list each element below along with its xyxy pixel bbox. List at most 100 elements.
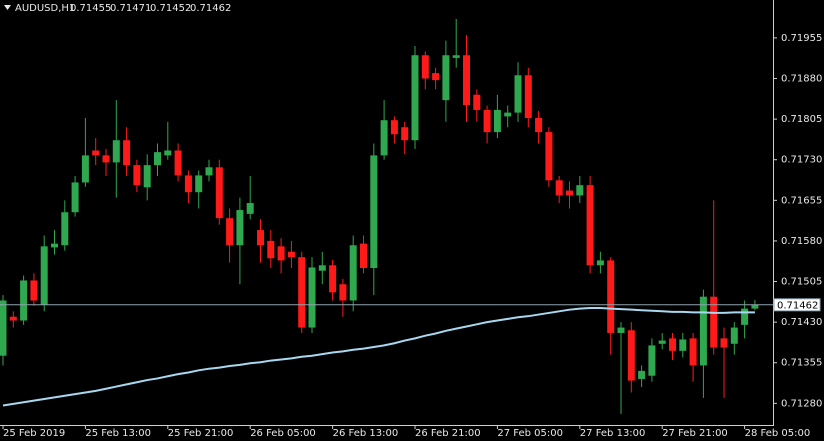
candle-body bbox=[524, 75, 532, 119]
x-tick-label: 27 Feb 13:00 bbox=[580, 428, 646, 439]
candle-body bbox=[555, 180, 563, 196]
y-tick-label: 0.71580 bbox=[781, 236, 822, 247]
candle-body bbox=[586, 185, 594, 266]
candle-body bbox=[318, 265, 326, 271]
moving-average bbox=[2, 307, 755, 407]
candle-body bbox=[658, 340, 666, 344]
x-tick-label: 26 Feb 05:00 bbox=[250, 428, 316, 439]
candles bbox=[0, 18, 759, 415]
y-tick-label: 0.71730 bbox=[781, 155, 822, 166]
candle-body bbox=[205, 167, 213, 176]
candle-body bbox=[493, 109, 501, 133]
candle-body bbox=[0, 300, 7, 356]
header-high: 0.71471 bbox=[110, 3, 151, 14]
candle-body bbox=[669, 338, 676, 351]
candle-body bbox=[102, 155, 110, 163]
candle-body bbox=[390, 120, 398, 135]
candle-body bbox=[545, 132, 553, 181]
candle-body bbox=[40, 246, 48, 305]
y-tick-label: 0.71505 bbox=[781, 277, 822, 288]
header-open: 0.71455 bbox=[70, 3, 111, 14]
candle-body bbox=[123, 140, 131, 166]
candle-body bbox=[504, 112, 512, 117]
x-tick-label: 25 Feb 21:00 bbox=[168, 428, 234, 439]
candle-body bbox=[566, 190, 573, 196]
candle-body bbox=[112, 140, 120, 163]
candle-body bbox=[751, 304, 759, 309]
candle-body bbox=[277, 246, 285, 261]
y-tick-label: 0.71430 bbox=[781, 317, 822, 328]
candle-body bbox=[617, 327, 625, 333]
candle-body bbox=[401, 127, 409, 141]
x-tick-label: 27 Feb 05:00 bbox=[497, 428, 563, 439]
candle-body bbox=[720, 338, 728, 348]
candle-body bbox=[298, 257, 306, 328]
candle-body bbox=[267, 240, 275, 259]
candle-body bbox=[473, 94, 481, 110]
y-tick-label: 0.71355 bbox=[781, 358, 822, 369]
y-tick-label: 0.71955 bbox=[781, 33, 822, 44]
candle-body bbox=[184, 175, 192, 193]
candle-body bbox=[442, 55, 450, 101]
header-close: 0.71462 bbox=[190, 3, 231, 14]
candle-body bbox=[370, 155, 378, 268]
candle-body bbox=[9, 316, 17, 321]
candle-body bbox=[730, 327, 738, 344]
candle-body bbox=[689, 338, 697, 366]
candle-body bbox=[452, 55, 460, 58]
candle-body bbox=[421, 55, 429, 79]
candle-body bbox=[329, 265, 337, 293]
y-tick-label: 0.71655 bbox=[781, 195, 822, 206]
price-label: 0.71462 bbox=[777, 300, 818, 311]
candle-body bbox=[174, 150, 182, 176]
x-tick-label: 26 Feb 13:00 bbox=[333, 428, 399, 439]
candle-body bbox=[699, 296, 707, 366]
y-tick-label: 0.71280 bbox=[781, 398, 822, 409]
candle-body bbox=[576, 185, 584, 196]
menu-arrow[interactable] bbox=[4, 5, 11, 10]
candle-body bbox=[164, 150, 172, 156]
candle-body bbox=[71, 182, 79, 213]
candle-body bbox=[81, 155, 89, 183]
price-label-box bbox=[773, 298, 821, 312]
candle-body bbox=[20, 280, 28, 321]
candle-body bbox=[360, 243, 367, 268]
candle-body bbox=[215, 167, 223, 219]
candle-body bbox=[226, 218, 234, 246]
candle-body bbox=[195, 175, 203, 193]
candle-body bbox=[154, 152, 161, 166]
y-tick-label: 0.71805 bbox=[781, 114, 822, 125]
candle-body bbox=[143, 165, 151, 188]
candle-body bbox=[679, 339, 687, 351]
candle-body bbox=[339, 284, 347, 301]
candle-body bbox=[133, 165, 141, 186]
candle-body bbox=[627, 330, 635, 381]
candle-body bbox=[463, 55, 470, 106]
candle-body bbox=[514, 75, 522, 113]
candle-body bbox=[432, 73, 440, 81]
candle-body bbox=[61, 212, 69, 246]
candle-body bbox=[30, 280, 38, 301]
candle-body bbox=[246, 203, 254, 214]
candle-body bbox=[596, 260, 604, 266]
candle-body bbox=[236, 210, 244, 246]
candle-body bbox=[92, 150, 100, 156]
candle-body bbox=[483, 109, 491, 133]
candle-body bbox=[411, 55, 419, 141]
x-tick-label: 25 Feb 2019 bbox=[3, 428, 65, 439]
y-tick-label: 0.71880 bbox=[781, 74, 822, 85]
candle-body bbox=[638, 370, 646, 379]
candle-body bbox=[349, 245, 357, 301]
x-tick-label: 28 Feb 05:00 bbox=[745, 428, 811, 439]
symbol: AUDUSD,H1 bbox=[15, 3, 75, 14]
candle-body bbox=[51, 243, 58, 248]
candle-body bbox=[648, 345, 656, 376]
header-low: 0.71452 bbox=[150, 3, 191, 14]
candle-body bbox=[380, 120, 388, 156]
candle-body bbox=[607, 260, 615, 333]
x-tick-label: 26 Feb 21:00 bbox=[415, 428, 481, 439]
candle-body bbox=[308, 267, 316, 328]
x-tick-label: 27 Feb 21:00 bbox=[662, 428, 728, 439]
